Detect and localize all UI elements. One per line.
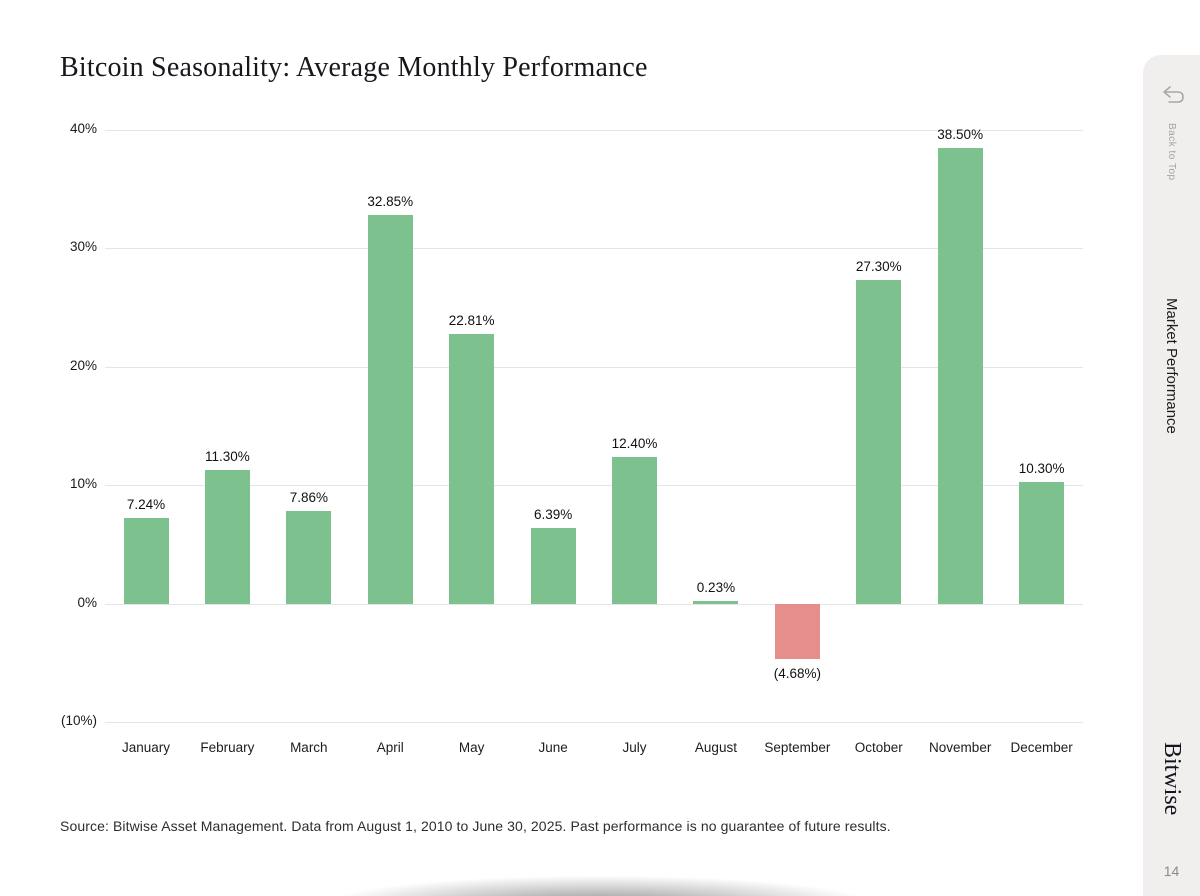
bar-november xyxy=(937,147,983,604)
x-tick-label: March xyxy=(290,740,328,755)
page-number: 14 xyxy=(1163,863,1180,879)
y-tick-label: 0% xyxy=(77,594,97,610)
bar-february xyxy=(204,469,250,604)
bar-may xyxy=(449,333,495,604)
sidebar: Back to Top Market Performance Bitwise 1… xyxy=(1143,55,1200,896)
gridline xyxy=(105,485,1083,487)
x-tick-label: August xyxy=(694,740,737,755)
bar-april xyxy=(367,214,413,604)
bar-june xyxy=(530,527,576,604)
return-arrow-icon xyxy=(1158,85,1186,108)
y-tick-label: 20% xyxy=(69,357,97,373)
gridline xyxy=(105,130,1083,131)
bar-value-label: 10.30% xyxy=(1018,460,1065,476)
x-tick-label: February xyxy=(200,740,255,755)
x-tick-label: January xyxy=(121,740,171,755)
bar-value-label: 7.24% xyxy=(126,496,166,512)
bar-january xyxy=(123,517,169,604)
bar-value-label: 32.85% xyxy=(367,193,414,209)
x-tick-label: November xyxy=(929,740,992,755)
x-tick-label: April xyxy=(376,740,404,755)
bar-value-label: 12.40% xyxy=(611,435,658,451)
gridline xyxy=(105,722,1083,723)
back-to-top-label[interactable]: Back to Top xyxy=(1166,123,1177,181)
source-note: Source: Bitwise Asset Management. Data f… xyxy=(60,818,891,834)
bar-december xyxy=(1019,481,1065,604)
x-tick-label: July xyxy=(622,740,647,755)
y-tick-label: 10% xyxy=(69,476,97,492)
bar-march xyxy=(286,510,332,604)
bar-value-label: 11.30% xyxy=(205,448,250,464)
x-tick-label: September xyxy=(764,740,831,755)
bar-value-label: 38.50% xyxy=(937,126,984,142)
gridline xyxy=(105,248,1083,250)
bar-value-label: 27.30% xyxy=(855,259,902,275)
bar-value-label: (4.68%) xyxy=(773,666,821,681)
page-title: Bitcoin Seasonality: Average Monthly Per… xyxy=(60,52,648,83)
bar-value-label: 0.23% xyxy=(696,579,736,595)
y-tick-label: 30% xyxy=(69,239,97,255)
bar-value-label: 22.81% xyxy=(448,312,495,328)
x-tick-label: May xyxy=(458,740,485,755)
bar-august xyxy=(693,600,739,604)
bar-value-label: 7.86% xyxy=(289,489,328,505)
x-tick-label: December xyxy=(1010,740,1073,755)
x-tick-label: October xyxy=(854,740,903,755)
bar-october xyxy=(856,280,902,604)
gridline xyxy=(105,603,1083,605)
y-tick-label: (10%) xyxy=(60,713,97,728)
back-to-top-button[interactable] xyxy=(1143,73,1200,119)
bar-september xyxy=(774,603,820,659)
bar-july xyxy=(612,456,658,604)
y-tick-label: 40% xyxy=(69,121,97,136)
x-tick-label: June xyxy=(538,740,568,755)
bitwise-logo: Bitwise xyxy=(1159,742,1185,816)
gridline xyxy=(105,366,1083,368)
tab-market-performance[interactable]: Market Performance xyxy=(1163,298,1180,434)
bar-value-label: 6.39% xyxy=(533,506,573,522)
